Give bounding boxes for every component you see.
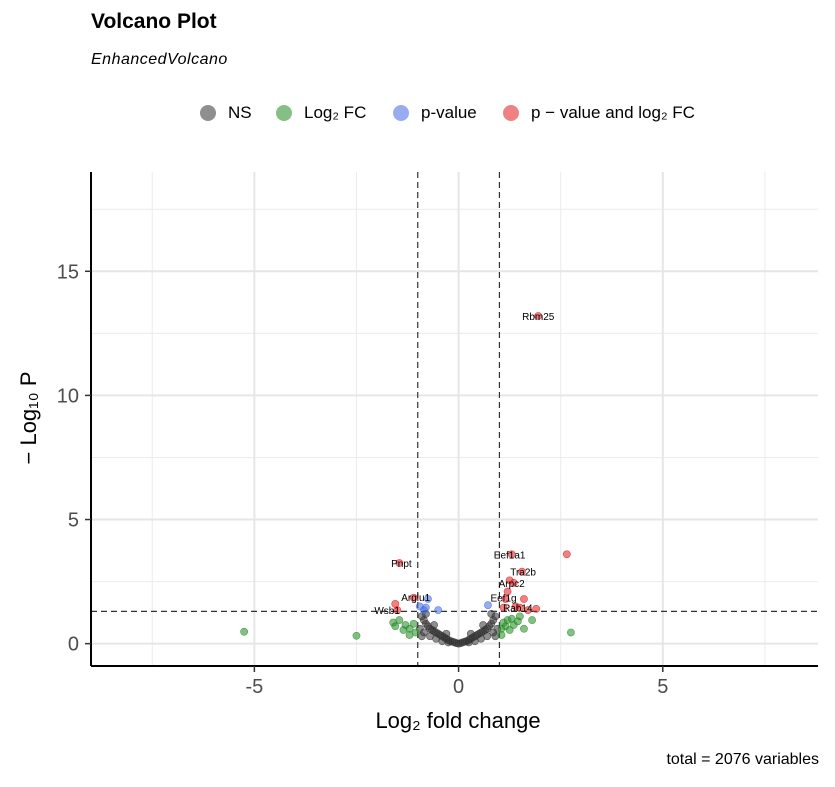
total-variables-caption: total = 2076 variables [666, 751, 819, 768]
data-point [409, 593, 418, 602]
data-point [479, 621, 487, 629]
data-point [505, 626, 514, 634]
x-axis-title: Log₂ fold change [375, 708, 540, 733]
x-tick-label: 5 [657, 676, 668, 698]
gene-label: Wsb1 [374, 606, 400, 617]
gene-label: Eef1a1 [494, 550, 526, 561]
data-point [391, 622, 400, 631]
gene-label: Arpc2 [499, 579, 526, 590]
data-point [509, 578, 518, 587]
legend-item-pvalue-log2fc: p − value and log₂ FC [503, 100, 695, 126]
data-point [524, 606, 532, 615]
data-point [484, 601, 492, 610]
legend-key-ns [200, 105, 216, 121]
data-point [395, 616, 404, 624]
plot-title: Volcano Plot [91, 10, 217, 33]
data-point [434, 606, 443, 615]
legend-key-pvalue-log2fc [503, 105, 519, 121]
data-point [444, 638, 453, 647]
data-point [466, 629, 475, 638]
data-point [415, 602, 424, 611]
data-point [503, 587, 512, 596]
data-point [487, 609, 496, 618]
legend-item-pvalue: p-value [393, 100, 477, 126]
data-point [517, 567, 526, 576]
data-point [499, 603, 508, 612]
data-point [497, 631, 506, 639]
legend-label-pvalue-log2fc: p − value and log₂ FC [531, 103, 695, 122]
y-tick-label: 10 [57, 385, 79, 407]
y-tick-label: 5 [68, 510, 79, 532]
legend-label-ns: NS [228, 103, 252, 122]
x-tick-label: -5 [245, 676, 263, 698]
data-point [483, 632, 492, 641]
y-axis-title: − Log₁₀ P [16, 371, 41, 464]
data-point [528, 616, 537, 624]
legend-label-log2fc: Log₂ FC [304, 103, 367, 122]
data-point [393, 606, 402, 615]
data-point [240, 627, 249, 636]
data-point [515, 612, 524, 621]
data-point [352, 631, 361, 640]
grid [91, 172, 818, 666]
threshold-lines [91, 172, 818, 666]
data-point [507, 550, 516, 559]
data-points [240, 312, 575, 648]
data-point [534, 312, 543, 320]
data-point [409, 619, 418, 628]
data-point [501, 595, 510, 603]
data-point [520, 624, 528, 633]
legend: NS Log₂ FC p-value p − value and log₂ FC [0, 100, 835, 126]
data-point [567, 628, 575, 637]
data-point [395, 559, 404, 567]
legend-item-log2fc: Log₂ FC [276, 100, 366, 126]
legend-item-ns: NS [200, 100, 252, 126]
gene-label: Pnpt [391, 559, 412, 570]
gene-label: Rbm25 [522, 312, 555, 323]
y-tick-label: 15 [57, 261, 79, 283]
plot-subtitle: EnhancedVolcano [91, 51, 228, 68]
y-tick-label: 0 [68, 634, 79, 656]
data-point [442, 629, 451, 638]
legend-key-pvalue [393, 105, 409, 121]
gene-label: Eef1g [490, 594, 516, 605]
data-point [532, 605, 541, 613]
gene-label: Arglu1 [401, 593, 430, 604]
legend-label-pvalue: p-value [421, 103, 477, 122]
data-point [520, 595, 528, 603]
axes: -5 0 5 0 5 10 15 [57, 172, 818, 698]
data-point [511, 602, 520, 611]
data-point [562, 550, 571, 559]
data-point [424, 595, 432, 603]
data-point [430, 621, 438, 629]
gene-label: Rab14 [503, 604, 533, 615]
data-point [417, 632, 426, 641]
x-tick-label: 0 [453, 676, 464, 698]
gene-label: Tra2b [510, 568, 536, 579]
legend-key-log2fc [276, 105, 292, 121]
data-point [405, 631, 414, 639]
